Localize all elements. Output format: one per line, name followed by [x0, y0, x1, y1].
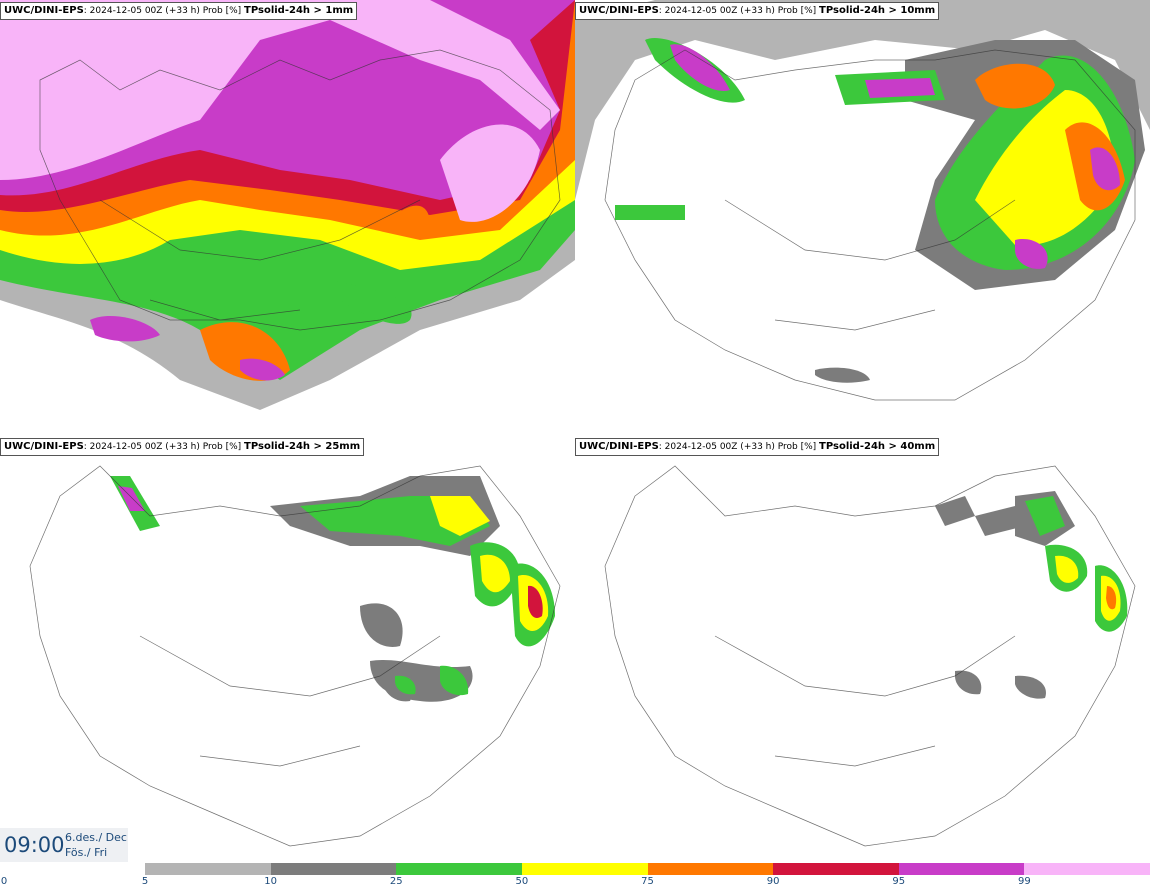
valid-weekday: Fös./ Fri	[65, 846, 108, 859]
legend-tick-label: 90	[766, 876, 780, 887]
legend-tick-label: 25	[389, 876, 403, 887]
run-info: : 2024-12-05 00Z (+33 h) Prob [%]	[83, 6, 245, 16]
model-name: UWC/DINI-EPS	[579, 5, 659, 16]
model-name: UWC/DINI-EPS	[4, 441, 84, 452]
legend-bin	[773, 863, 900, 875]
panel-title-40mm: UWC/DINI-EPS: 2024-12-05 00Z (+33 h) Pro…	[575, 438, 940, 456]
panel-title-1mm: UWC/DINI-EPS: 2024-12-05 00Z (+33 h) Pro…	[0, 2, 358, 20]
variable-name: TPsolid-24h > 25mm	[244, 441, 361, 452]
probability-legend	[145, 863, 1150, 875]
map-1mm	[0, 0, 575, 432]
valid-date: 6.des./ Dec	[65, 831, 127, 844]
legend-bin	[647, 863, 774, 875]
legend-bin	[1024, 863, 1150, 875]
legend-tick-label: 75	[641, 876, 654, 887]
map-25mm	[0, 436, 575, 868]
map-panel-40mm: UWC/DINI-EPS: 2024-12-05 00Z (+33 h) Pro…	[575, 436, 1150, 868]
map-10mm	[575, 0, 1150, 432]
run-info: : 2024-12-05 00Z (+33 h) Prob [%]	[658, 442, 820, 452]
model-name: UWC/DINI-EPS	[579, 441, 659, 452]
valid-time: 09:00	[4, 833, 65, 857]
legend-tick-label: 99	[1018, 876, 1031, 887]
map-panel-10mm: UWC/DINI-EPS: 2024-12-05 00Z (+33 h) Pro…	[575, 0, 1150, 432]
legend-bin	[145, 863, 272, 875]
legend-bin	[396, 863, 523, 875]
variable-name: TPsolid-24h > 10mm	[819, 5, 936, 16]
panel-title-25mm: UWC/DINI-EPS: 2024-12-05 00Z (+33 h) Pro…	[0, 438, 365, 456]
map-panel-1mm: UWC/DINI-EPS: 2024-12-05 00Z (+33 h) Pro…	[0, 0, 575, 432]
legend-tick-label: 50	[515, 876, 529, 887]
run-info: : 2024-12-05 00Z (+33 h) Prob [%]	[658, 6, 820, 16]
legend-bin	[521, 863, 648, 875]
legend-tick-label: 10	[264, 876, 277, 887]
map-40mm	[575, 436, 1150, 868]
legend-bin	[898, 863, 1025, 875]
variable-name: TPsolid-24h > 1mm	[244, 5, 354, 16]
legend-bin	[270, 863, 397, 875]
model-name: UWC/DINI-EPS	[4, 5, 84, 16]
valid-time-box: 09:00 6.des./ Dec Fös./ Fri	[0, 828, 128, 862]
variable-name: TPsolid-24h > 40mm	[819, 441, 936, 452]
map-panel-25mm: UWC/DINI-EPS: 2024-12-05 00Z (+33 h) Pro…	[0, 436, 575, 868]
legend-tick-label: 5	[141, 876, 149, 887]
run-info: : 2024-12-05 00Z (+33 h) Prob [%]	[83, 442, 245, 452]
legend-tick-label: 0	[0, 876, 8, 887]
legend-tick-label: 95	[892, 876, 906, 887]
panel-title-10mm: UWC/DINI-EPS: 2024-12-05 00Z (+33 h) Pro…	[575, 2, 940, 20]
